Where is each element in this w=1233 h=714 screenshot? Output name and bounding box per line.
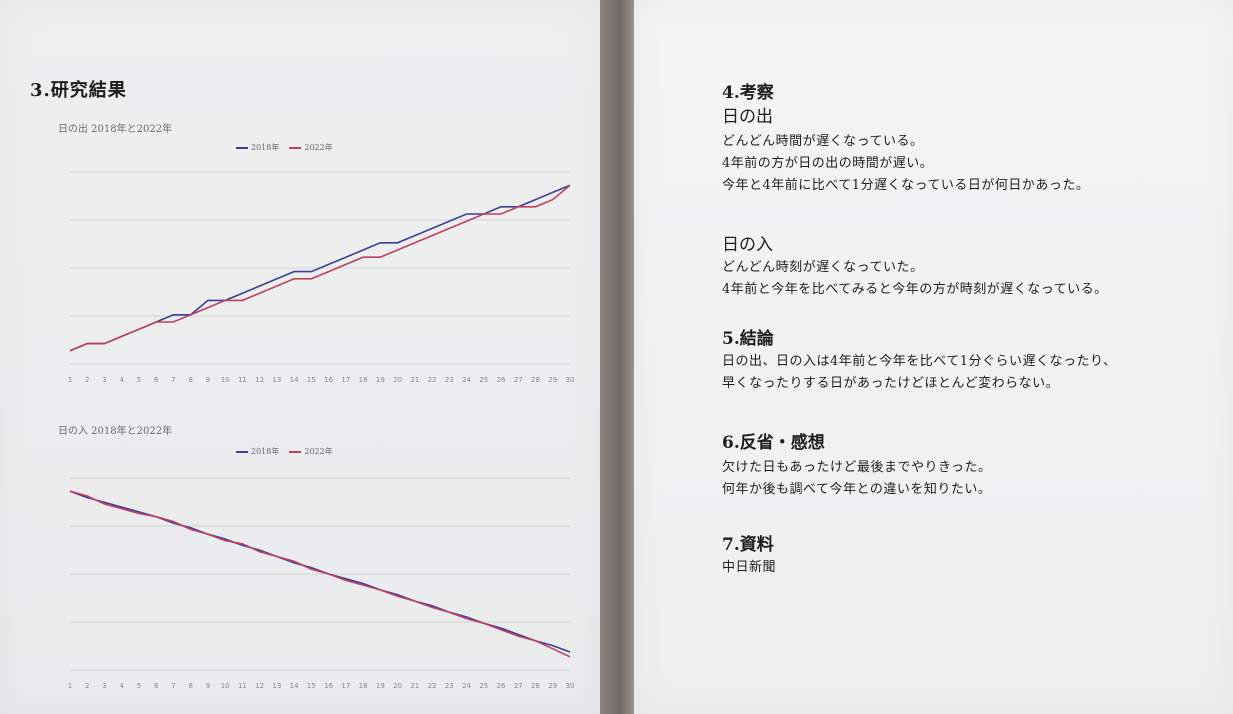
x-tick-label: 7 bbox=[171, 376, 175, 384]
x-tick-label: 13 bbox=[272, 682, 281, 690]
x-tick-label: 15 bbox=[307, 376, 316, 384]
x-tick-label: 29 bbox=[548, 376, 557, 384]
x-tick-label: 9 bbox=[206, 376, 210, 384]
x-tick-label: 16 bbox=[324, 682, 333, 690]
x-tick-label: 14 bbox=[290, 682, 299, 690]
sunset-chart-title: 日の入 2018年と2022年 bbox=[58, 426, 173, 437]
x-tick-label: 17 bbox=[341, 376, 350, 384]
series-line-2022年 bbox=[69, 490, 571, 658]
text-line: 欠けた日もあったけど最後までやりきった。 bbox=[722, 460, 992, 475]
x-tick-label: 29 bbox=[548, 682, 557, 690]
x-tick-label: 3 bbox=[102, 376, 106, 384]
results-heading: 3.研究結果 bbox=[30, 80, 127, 101]
text-line: 今年と4年前に比べて1分遅くなっている日が何日かあった。 bbox=[722, 178, 1090, 193]
x-tick-label: 23 bbox=[445, 376, 454, 384]
sunset-chart: 1 2 3 4 5 6 7 8 9 10 11 12 13 14 15 16 17 18 19 20 21 22 23 24 2… bbox=[68, 477, 575, 690]
x-tick-label: 5 bbox=[137, 376, 141, 384]
x-tick-label: 30 bbox=[566, 682, 575, 690]
sunrise-legend: 2018年 2022年 bbox=[236, 142, 333, 153]
right-page: 4.考察 日の出 どんどん時間が遅くなっている。 4年前の方が日の出の時間が遅い… bbox=[634, 0, 1233, 714]
legend-2022: 2022年 bbox=[289, 142, 333, 153]
series-line-2022年 bbox=[69, 184, 571, 352]
page-gutter bbox=[600, 0, 634, 714]
reflection-heading: 6.反省・感想 bbox=[722, 433, 825, 453]
text-line: 早くなったりする日があったけどほとんど変わらない。 bbox=[722, 376, 1060, 391]
x-tick-label: 24 bbox=[462, 376, 471, 384]
x-tick-label: 11 bbox=[238, 376, 247, 384]
x-tick-label: 28 bbox=[531, 682, 540, 690]
sunset-legend: 2018年 2022年 bbox=[236, 446, 333, 457]
x-tick-label: 6 bbox=[154, 682, 159, 690]
discussion-heading: 4.考察 bbox=[722, 83, 774, 103]
x-tick-label: 28 bbox=[531, 376, 540, 384]
sunrise-chart-title: 日の出 2018年と2022年 bbox=[58, 124, 173, 135]
sunrise-subheading: 日の出 bbox=[722, 107, 773, 127]
x-tick-label: 11 bbox=[238, 682, 247, 690]
x-tick-label: 4 bbox=[119, 376, 124, 384]
references-heading: 7.資料 bbox=[722, 535, 774, 555]
x-tick-label: 10 bbox=[221, 682, 230, 690]
sunset-subheading: 日の入 bbox=[722, 235, 773, 255]
text-line: どんどん時刻が遅くなっていた。 bbox=[722, 260, 924, 275]
legend-2018: 2018年 bbox=[236, 142, 279, 153]
x-tick-label: 21 bbox=[410, 682, 419, 690]
x-tick-label: 1 bbox=[68, 682, 72, 690]
text-line: どんどん時間が遅くなっている。 bbox=[722, 134, 924, 149]
x-tick-label: 21 bbox=[410, 376, 419, 384]
x-tick-label: 20 bbox=[393, 682, 402, 690]
x-tick-label: 2 bbox=[85, 682, 89, 690]
reference-item: 中日新聞 bbox=[722, 560, 777, 575]
x-tick-label: 18 bbox=[359, 682, 368, 690]
x-tick-label: 26 bbox=[497, 376, 506, 384]
x-tick-label: 8 bbox=[188, 682, 192, 690]
legend-2018: 2018年 bbox=[236, 446, 279, 457]
x-tick-label: 13 bbox=[272, 376, 281, 384]
x-tick-label: 20 bbox=[393, 376, 402, 384]
x-tick-label: 23 bbox=[445, 682, 454, 690]
x-tick-label: 26 bbox=[497, 682, 506, 690]
x-tick-label: 19 bbox=[376, 376, 385, 384]
x-tick-label: 8 bbox=[188, 376, 192, 384]
x-tick-label: 12 bbox=[255, 682, 264, 690]
x-tick-label: 16 bbox=[324, 376, 333, 384]
x-tick-label: 22 bbox=[428, 682, 437, 690]
x-tick-label: 7 bbox=[171, 682, 175, 690]
legend-2022: 2022年 bbox=[289, 446, 333, 457]
x-tick-label: 19 bbox=[376, 682, 385, 690]
x-tick-label: 9 bbox=[206, 682, 210, 690]
sunrise-chart: 1 2 3 4 5 6 7 8 9 10 11 12 13 14 15 16 17 18 19 20 21 22 23 24 2… bbox=[68, 171, 575, 384]
x-tick-label: 24 bbox=[462, 682, 471, 690]
conclusion-heading: 5.結論 bbox=[722, 329, 774, 349]
x-tick-label: 27 bbox=[514, 376, 523, 384]
x-tick-label: 22 bbox=[428, 376, 437, 384]
x-tick-label: 18 bbox=[359, 376, 368, 384]
x-tick-label: 1 bbox=[68, 376, 72, 384]
x-tick-label: 3 bbox=[102, 682, 106, 690]
text-line: 日の出、日の入は4年前と今年を比べて1分ぐらい遅くなったり、 bbox=[722, 354, 1117, 369]
x-tick-label: 6 bbox=[154, 376, 159, 384]
x-tick-label: 10 bbox=[221, 376, 230, 384]
x-tick-label: 2 bbox=[85, 376, 89, 384]
x-tick-label: 25 bbox=[479, 376, 488, 384]
x-tick-label: 17 bbox=[341, 682, 350, 690]
x-tick-label: 15 bbox=[307, 682, 316, 690]
x-tick-label: 5 bbox=[137, 682, 141, 690]
text-line: 4年前の方が日の出の時間が遅い。 bbox=[722, 156, 934, 171]
x-tick-label: 25 bbox=[479, 682, 488, 690]
x-tick-label: 27 bbox=[514, 682, 523, 690]
x-tick-label: 12 bbox=[255, 376, 264, 384]
x-tick-label: 4 bbox=[119, 682, 124, 690]
x-tick-label: 30 bbox=[566, 376, 575, 384]
x-tick-label: 14 bbox=[290, 376, 299, 384]
text-line: 4年前と今年を比べてみると今年の方が時刻が遅くなっている。 bbox=[722, 282, 1108, 297]
text-line: 何年か後も調べて今年との違いを知りたい。 bbox=[722, 482, 992, 497]
